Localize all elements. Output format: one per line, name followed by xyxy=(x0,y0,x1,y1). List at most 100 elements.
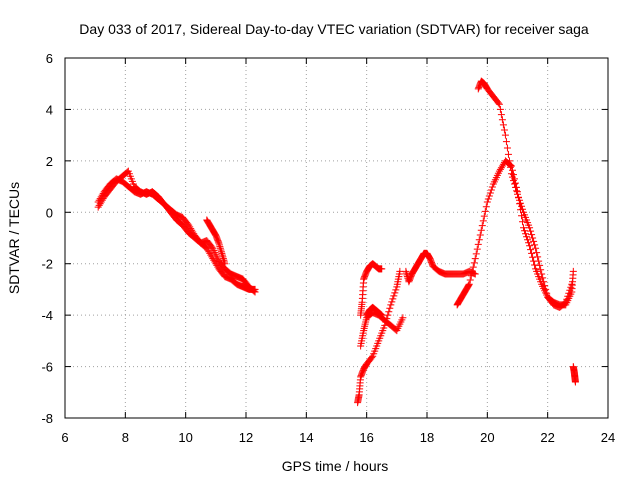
data-point xyxy=(250,287,258,295)
data-point xyxy=(569,267,577,275)
data-point xyxy=(486,189,494,197)
x-tick-label: 14 xyxy=(299,430,313,445)
data-point xyxy=(387,301,395,309)
data-point xyxy=(471,255,479,263)
data-point xyxy=(392,286,400,294)
data-point xyxy=(485,192,493,200)
data-point xyxy=(425,253,433,261)
data-point xyxy=(220,256,228,264)
data-point xyxy=(522,230,530,238)
data-point xyxy=(525,239,533,247)
data-point xyxy=(519,205,527,213)
data-point xyxy=(467,272,475,280)
x-tick-label: 12 xyxy=(239,430,253,445)
data-point xyxy=(499,121,507,129)
data-point xyxy=(219,253,227,261)
data-point xyxy=(465,281,473,289)
data-point xyxy=(476,231,484,239)
data-point xyxy=(378,311,386,319)
data-point xyxy=(542,285,550,293)
x-tick-label: 18 xyxy=(420,430,434,445)
data-point xyxy=(494,99,502,107)
data-point xyxy=(528,249,536,257)
data-point xyxy=(473,245,481,253)
data-point xyxy=(464,282,472,290)
data-point xyxy=(215,241,223,249)
data-point xyxy=(507,170,515,178)
data-point xyxy=(217,246,225,254)
data-point xyxy=(218,251,226,259)
data-point xyxy=(495,100,503,108)
x-tick-label: 6 xyxy=(61,430,68,445)
series-arc-2b xyxy=(354,267,404,407)
data-point xyxy=(479,217,487,225)
data-point xyxy=(511,183,519,191)
data-point xyxy=(466,276,474,284)
data-point xyxy=(477,226,485,234)
data-point xyxy=(516,196,524,204)
data-point xyxy=(523,233,531,241)
x-tick-label: 8 xyxy=(122,430,129,445)
data-point xyxy=(218,249,226,257)
data-point xyxy=(469,263,477,271)
data-point xyxy=(219,255,227,263)
data-point xyxy=(221,260,229,268)
x-axis-label: GPS time / hours xyxy=(282,458,389,474)
data-point xyxy=(509,177,517,185)
data-point xyxy=(528,231,536,239)
data-point xyxy=(537,266,545,274)
x-tick-label: 24 xyxy=(601,430,615,445)
data-point xyxy=(399,314,407,322)
data-point xyxy=(504,150,512,158)
series-arc-6 xyxy=(569,363,579,386)
data-point xyxy=(216,243,224,251)
grid xyxy=(65,58,608,418)
data-point xyxy=(540,278,548,286)
data-point xyxy=(539,274,547,282)
data-point xyxy=(510,180,518,188)
data-point xyxy=(388,298,396,306)
data-point xyxy=(517,199,525,207)
data-point xyxy=(532,244,540,252)
series-arc-1b xyxy=(94,167,259,296)
data-point xyxy=(480,212,488,220)
data-point xyxy=(474,240,482,248)
data-point xyxy=(402,267,410,275)
data-point xyxy=(214,238,222,246)
data-point xyxy=(538,270,546,278)
data-point xyxy=(502,138,510,146)
data-point xyxy=(497,111,505,119)
data-point xyxy=(534,253,542,261)
data-point xyxy=(484,195,492,203)
x-tick-label: 20 xyxy=(480,430,494,445)
data-point xyxy=(527,227,535,235)
data-point xyxy=(505,157,513,165)
data-point xyxy=(482,203,490,211)
data-point xyxy=(396,267,404,275)
data-point xyxy=(478,222,486,230)
y-tick-label: 4 xyxy=(46,102,53,117)
data-point xyxy=(536,261,544,269)
data-point xyxy=(526,242,534,250)
data-point xyxy=(391,289,399,297)
data-point xyxy=(541,282,549,290)
data-point xyxy=(211,230,219,238)
y-tick-label: -2 xyxy=(41,257,53,272)
data-point xyxy=(385,308,393,316)
data-point xyxy=(488,183,496,191)
data-point xyxy=(543,289,551,297)
data-point xyxy=(216,244,224,252)
data-point xyxy=(368,354,376,362)
data-point xyxy=(507,162,515,170)
y-tick-label: 6 xyxy=(46,51,53,66)
data-point xyxy=(390,292,398,300)
y-tick-label: 2 xyxy=(46,154,53,169)
data-point xyxy=(515,193,523,201)
y-tick-label: -6 xyxy=(41,360,53,375)
data-point xyxy=(500,126,508,134)
data-point xyxy=(384,311,392,319)
data-point xyxy=(402,269,410,277)
data-point xyxy=(483,198,491,206)
data-point xyxy=(524,236,532,244)
